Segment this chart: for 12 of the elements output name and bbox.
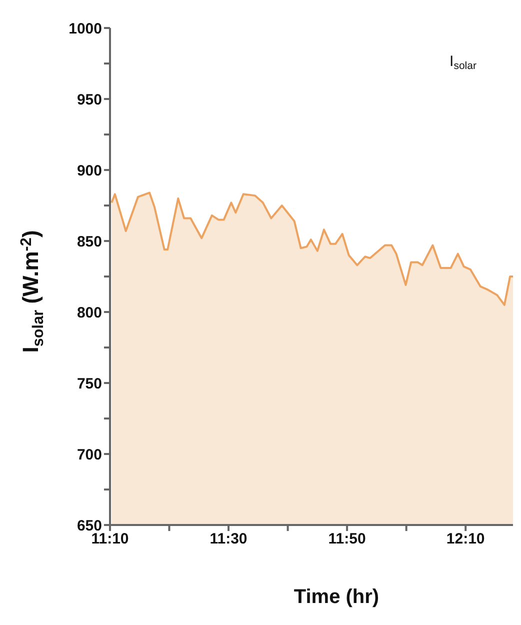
- y-tick-label: 850: [76, 233, 102, 250]
- annotation: I$_{solar}$: [450, 53, 477, 72]
- y-tick-label: 900: [76, 162, 102, 180]
- y-tick-label: 750: [76, 375, 102, 392]
- y-tick-label: 950: [76, 91, 102, 108]
- x-tick-label: 12:10: [446, 530, 485, 548]
- y-tick-label: 800: [76, 304, 102, 322]
- y-tick-label: 1000: [68, 20, 102, 38]
- y-tick-label: 700: [76, 446, 102, 464]
- x-tick-label: 11:50: [328, 530, 366, 548]
- x-axis-title: Time (hr): [294, 586, 380, 608]
- x-tick-label: 11:30: [210, 530, 248, 548]
